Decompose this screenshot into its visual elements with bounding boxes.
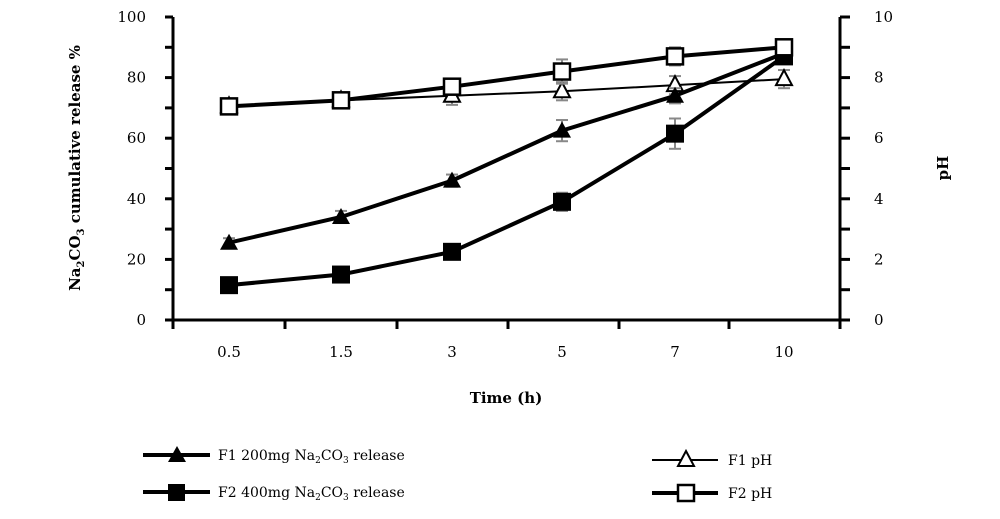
right-y-tick-label: 0 — [874, 311, 884, 329]
series-line — [228, 45, 785, 109]
series-line — [228, 54, 786, 288]
x-tick-label: 1.5 — [329, 343, 353, 361]
x-tick-label: 5 — [557, 343, 567, 361]
data-point-open-square — [331, 91, 351, 110]
ticks — [165, 15, 850, 329]
legend-label-f1-release: F1 200mg Na2CO3 release — [218, 448, 405, 466]
legend-label-f2-ph: F2 pH — [728, 486, 772, 502]
right-y-tick-label: 10 — [874, 8, 893, 26]
legend-item-f2-release: F2 400mg Na2CO3 release — [143, 484, 405, 503]
right-y-tick-label: 2 — [874, 250, 884, 268]
data-point-filled-triangle — [443, 171, 461, 188]
data-point-open-square — [665, 47, 685, 66]
data-point-open-triangle — [774, 67, 794, 87]
left-y-tick-label: 100 — [117, 8, 146, 26]
data-point-open-square — [552, 62, 572, 81]
series-line — [228, 51, 785, 245]
left-y-tick-label: 60 — [127, 129, 146, 147]
data-point-filled-square — [553, 192, 571, 211]
x-tick-label: 0.5 — [217, 343, 241, 361]
x-tick-label: 10 — [774, 343, 793, 361]
left-y-axis-title: Na2CO3 cumulative release % — [66, 45, 87, 291]
left-y-tick-label: 20 — [127, 250, 146, 268]
series-f1-ph — [219, 67, 794, 114]
x-axis-title: Time (h) — [470, 389, 543, 407]
x-tick-label: 7 — [670, 343, 680, 361]
data-point-filled-triangle — [666, 86, 684, 103]
data-point-filled-square — [220, 276, 238, 295]
legend-marker-open-square — [676, 483, 696, 503]
data-point-filled-square — [443, 242, 461, 261]
x-tick-label: 3 — [447, 343, 457, 361]
data-point-open-square — [442, 77, 462, 96]
legend-marker-open-triangle — [676, 448, 696, 467]
series-layer — [219, 38, 794, 295]
series-f1-200mg-na2co3-release — [220, 44, 793, 250]
legend-item-f1-release: F1 200mg Na2CO3 release — [143, 446, 405, 466]
data-point-open-square — [774, 38, 794, 57]
legend-marker-filled-square — [168, 484, 185, 501]
right-y-axis-title: pH — [934, 156, 952, 181]
data-point-filled-triangle — [220, 233, 238, 250]
legend-label-f1-ph: F1 pH — [728, 453, 772, 469]
legend-label-f2-release: F2 400mg Na2CO3 release — [218, 485, 405, 503]
data-point-filled-triangle — [553, 121, 571, 138]
data-point-filled-square — [332, 265, 350, 284]
data-point-open-square — [219, 97, 239, 116]
legend-item-f1-ph: F1 pH — [652, 448, 772, 469]
right-y-tick-label: 6 — [874, 129, 884, 147]
right-y-tick-label: 4 — [874, 190, 884, 208]
data-point-filled-square — [666, 124, 684, 143]
data-point-filled-triangle — [332, 207, 350, 224]
left-y-tick-label: 40 — [127, 190, 146, 208]
legend-marker-filled-triangle — [168, 446, 186, 462]
series-f2-ph — [219, 38, 794, 116]
legend-item-f2-ph: F2 pH — [652, 483, 772, 503]
right-y-tick-label: 8 — [874, 69, 884, 87]
legend: F1 200mg Na2CO3 release F2 400mg Na2CO3 … — [143, 446, 772, 503]
tick-labels: 0 20 40 60 80 100 0 2 4 6 8 10 0.5 1.5 3 5 7 10 — [117, 8, 893, 361]
left-y-tick-label: 0 — [136, 311, 146, 329]
data-point-open-triangle — [552, 80, 572, 99]
axes — [171, 17, 842, 322]
left-y-tick-label: 80 — [127, 69, 146, 87]
